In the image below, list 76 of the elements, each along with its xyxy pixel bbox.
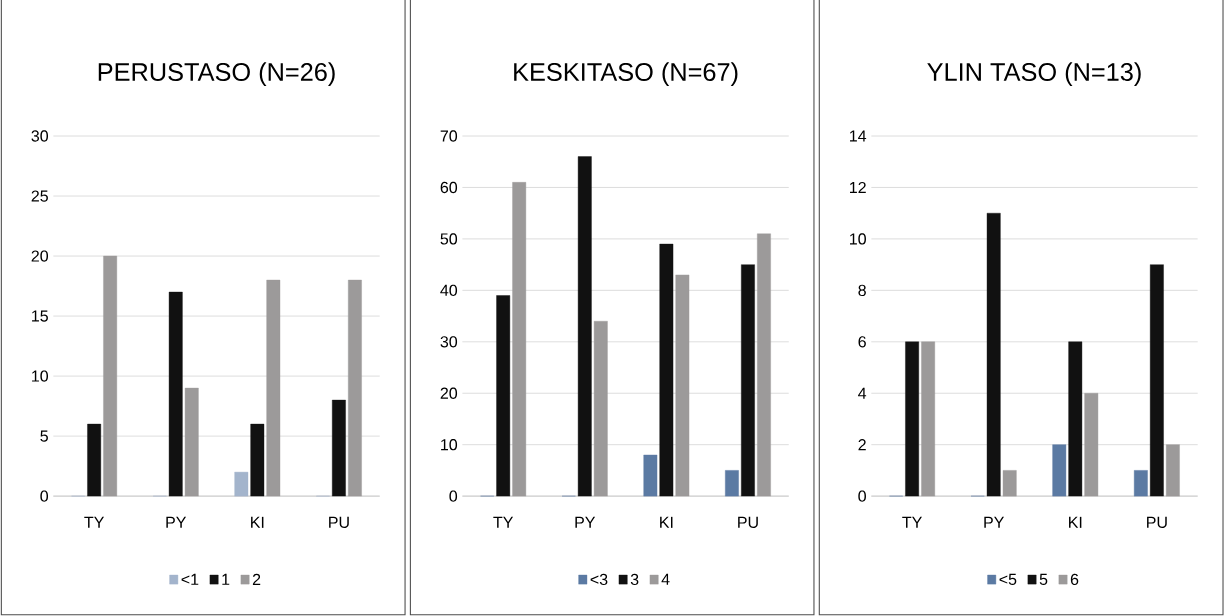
bar [348, 279, 362, 497]
bar [332, 399, 346, 497]
y-tick-label: 60 [440, 181, 458, 194]
bar [184, 387, 199, 497]
bar [234, 471, 249, 497]
y-tick-label: 10 [441, 438, 458, 451]
x-tick-label: PY [166, 516, 187, 528]
bar [1166, 444, 1180, 497]
legend-label: 6 [1070, 573, 1079, 585]
bar [1150, 264, 1164, 497]
y-tick-label: 6 [858, 336, 866, 348]
bar [593, 320, 608, 497]
chart-title: PERUSTASO (N=26) [98, 62, 335, 86]
bar [87, 423, 102, 497]
bar [1068, 341, 1083, 497]
bar [1084, 392, 1099, 497]
bar [168, 291, 183, 497]
legend-label: 3 [630, 573, 639, 585]
y-tick-label: 30 [31, 130, 49, 142]
bar [986, 212, 1001, 497]
legend-label: 2 [252, 573, 261, 585]
y-tick-label: 20 [440, 387, 458, 399]
y-tick-label: 40 [440, 284, 458, 296]
legend-label: <1 [181, 573, 199, 585]
bar [1002, 470, 1017, 497]
y-tick-label: 12 [850, 181, 866, 193]
x-tick-label: PU [329, 516, 349, 528]
y-tick-label: 0 [858, 490, 866, 502]
x-tick-label: PU [738, 516, 758, 528]
x-tick-label: KI [660, 516, 673, 528]
bar [643, 454, 658, 497]
bar [659, 243, 674, 497]
y-tick-label: 10 [850, 233, 866, 245]
bar [496, 295, 511, 497]
bar [1134, 470, 1148, 497]
x-tick-label: KI [1069, 516, 1082, 528]
x-tick-label: TY [84, 516, 105, 528]
legend-label: 5 [1039, 573, 1048, 585]
bar [266, 279, 281, 497]
y-tick-label: 5 [40, 430, 48, 442]
y-tick-label: 8 [858, 284, 866, 296]
x-tick-label: KI [251, 516, 264, 528]
y-tick-label: 14 [850, 130, 867, 142]
bar [725, 470, 739, 497]
y-tick-label: 4 [858, 387, 867, 399]
y-tick-label: 25 [31, 190, 48, 202]
y-tick-label: 70 [440, 130, 458, 142]
bar [577, 156, 592, 497]
x-tick-label: TY [493, 516, 514, 528]
y-tick-label: 30 [440, 336, 458, 348]
y-tick-label: 0 [40, 490, 49, 502]
x-tick-label: PU [1147, 516, 1167, 528]
x-tick-label: TY [902, 516, 922, 528]
y-tick-label: 15 [32, 310, 48, 322]
y-tick-label: 20 [31, 250, 49, 262]
legend-label: <5 [999, 573, 1017, 585]
chart-title: KESKITASO (N=67) [514, 62, 738, 86]
legend-label: <3 [590, 573, 608, 585]
bar [921, 341, 935, 497]
bar [250, 423, 265, 497]
y-tick-label: 50 [440, 233, 458, 245]
bar [757, 233, 771, 497]
legend-label: 1 [222, 573, 230, 585]
y-tick-label: 2 [858, 439, 866, 451]
chart-title: YLIN TASO (N=13) [927, 62, 1141, 86]
x-tick-label: PY [575, 516, 596, 528]
y-tick-label: 0 [449, 490, 458, 502]
bar [512, 182, 527, 497]
x-tick-label: PY [984, 516, 1005, 528]
legend-label: 4 [661, 573, 670, 585]
bar [103, 255, 118, 497]
bar [741, 264, 755, 497]
bar [1052, 444, 1067, 497]
y-tick-label: 10 [32, 370, 49, 382]
bar [905, 341, 919, 497]
bar [675, 274, 690, 497]
